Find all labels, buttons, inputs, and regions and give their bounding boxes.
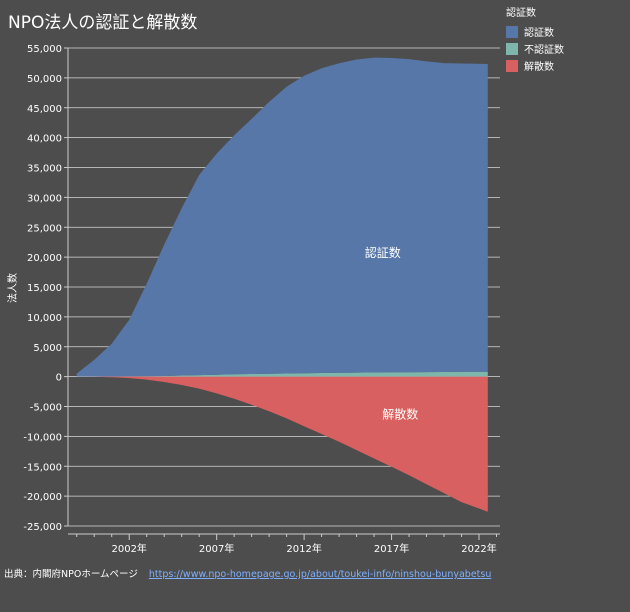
legend-swatch [506,59,518,72]
area-funinsho [76,371,488,377]
x-tick-label: 2002年 [111,542,146,555]
y-tick-label: 30,000 [27,193,62,204]
chart-title: NPO法人の認証と解散数 [8,13,198,33]
legend-item-ninsho[interactable]: 認証数 [506,23,564,40]
legend-label: 不認証数 [524,45,564,56]
x-axis: 2002年 2007年 2012年 2017年 2022年 [68,533,500,555]
legend: 認証数 認証数 不認証数 解散数 [506,4,564,74]
y-tick-label: 0 [56,373,62,384]
source: 出典：内閣府NPOホームページ https://www.npo-homepage… [4,566,491,580]
area-label: 認証数 [365,245,401,260]
y-tick-label: 45,000 [27,104,62,115]
y-tick-label: 5,000 [33,343,62,354]
legend-item-kaisan[interactable]: 解散数 [506,57,564,74]
legend-label: 解散数 [524,62,554,73]
source-link[interactable]: https://www.npo-homepage.go.jp/about/tou… [148,569,492,580]
x-tick-label: 2007年 [199,542,234,555]
y-tick-label: 15,000 [27,283,62,294]
legend-label: 認証数 [524,28,554,39]
legend-swatch [506,42,518,55]
y-axis: 55,000 50,000 45,000 40,000 35,000 30,000 25,0… [23,44,69,533]
area-ninsho [76,57,488,377]
y-tick-label: 10,000 [27,313,62,324]
x-tick-label: 2017年 [374,542,409,555]
y-tick-label: 55,000 [27,44,62,55]
x-tick-label: 2022年 [461,542,496,555]
legend-swatch [506,25,518,38]
y-tick-label: 50,000 [27,74,62,85]
y-tick-label: 20,000 [27,253,62,264]
x-tick-label: 2012年 [286,542,321,555]
chart-area: 55,000 50,000 45,000 40,000 35,000 30,000 25,0… [6,44,500,555]
area-kaisan [76,376,488,512]
y-tick-label: 25,000 [27,223,62,234]
y-tick-label: -5,000 [30,403,62,414]
series-areas [76,57,488,512]
y-tick-label: -10,000 [23,432,62,443]
y-axis-label: 法人数 [6,273,19,303]
y-tick-label: -20,000 [23,492,62,503]
y-tick-label: 40,000 [27,134,62,145]
y-tick-label: -25,000 [23,522,62,533]
y-tick-label: -15,000 [23,462,62,473]
legend-title: 認証数 [506,8,536,19]
y-tick-label: 35,000 [27,164,62,175]
area-label: 解散数 [382,406,418,421]
source-label: 出典：内閣府NPOホームページ [4,569,138,580]
legend-item-funinsho[interactable]: 不認証数 [506,40,564,57]
